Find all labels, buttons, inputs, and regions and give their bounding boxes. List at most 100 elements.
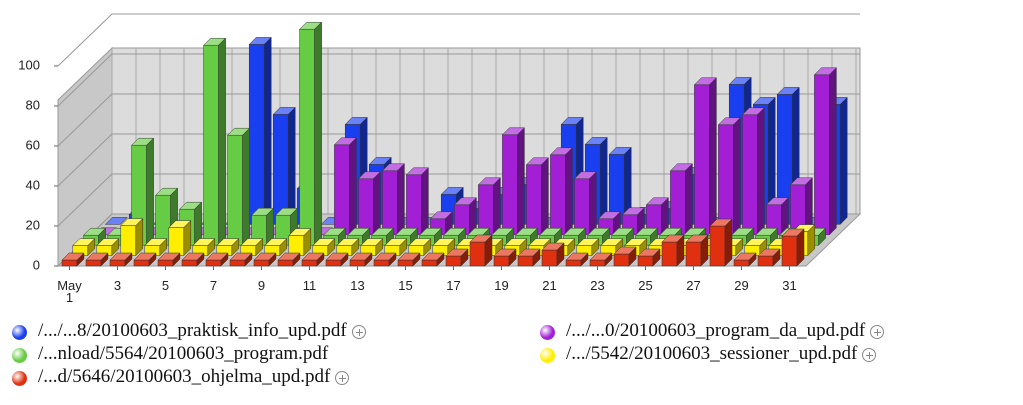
bar-side (469, 197, 477, 236)
bar (61, 252, 85, 267)
bar-front (358, 178, 374, 236)
legend-swatch (12, 371, 27, 386)
bar (384, 237, 408, 257)
bar (240, 237, 264, 257)
bar-front (272, 114, 289, 225)
bar (229, 252, 253, 267)
bar-front (203, 44, 219, 246)
bar-front (478, 184, 494, 236)
bar-front (550, 154, 566, 236)
bar-side (98, 227, 106, 246)
bar-front (613, 253, 630, 267)
bar (757, 248, 781, 267)
legend-label: /...nload/5564/20100603_program.pdf (38, 343, 329, 364)
bar-side (839, 96, 848, 226)
bar-side (207, 237, 216, 257)
x-tick-label: 23 (590, 278, 605, 293)
bar-side (530, 227, 538, 246)
bar (493, 248, 517, 267)
x-tick-label: 29 (734, 278, 749, 293)
bar-side (111, 237, 120, 257)
bar-front (288, 235, 305, 256)
bar-side (340, 252, 349, 267)
bar (85, 252, 109, 267)
bar-front (742, 114, 758, 236)
bar (312, 237, 336, 257)
bar-front (373, 259, 390, 267)
bar (733, 252, 757, 267)
bar-front (299, 28, 315, 246)
bar-front (229, 259, 246, 267)
legend-swatch (540, 325, 555, 340)
expand-icon[interactable] (870, 325, 884, 339)
bar (693, 77, 718, 236)
bar-side (484, 234, 493, 267)
expand-icon[interactable] (352, 325, 366, 339)
bar (120, 217, 144, 257)
bar-front (155, 194, 171, 246)
grid-line (57, 13, 860, 67)
expand-icon[interactable] (862, 348, 876, 362)
bar-side (517, 127, 525, 236)
bar-side (748, 252, 757, 267)
bar-front (517, 255, 534, 267)
bar (298, 21, 323, 246)
expand-icon[interactable] (335, 371, 349, 385)
bar-side (602, 227, 610, 246)
bar-front (85, 259, 102, 267)
bar-front (565, 259, 582, 267)
legend-swatch (540, 348, 555, 363)
bar (525, 157, 550, 236)
bar (549, 147, 574, 236)
bar (202, 37, 227, 246)
bar-side (661, 197, 669, 236)
grid-line (57, 133, 860, 187)
bar-side (495, 237, 504, 257)
bar (541, 242, 565, 267)
bar-front (227, 134, 243, 246)
bar-side (436, 252, 445, 267)
bar-side (829, 67, 837, 236)
bar-side (781, 197, 789, 236)
bar (717, 117, 742, 236)
bar (72, 237, 96, 257)
bar-side (818, 227, 826, 246)
bar-front (781, 235, 798, 267)
x-tick-label: 11 (302, 278, 317, 293)
legend-swatch (12, 325, 27, 340)
bar-side (532, 248, 541, 267)
bar (576, 237, 600, 257)
y-tick-label: 0 (33, 257, 40, 272)
bar-side (700, 234, 709, 267)
bar-front (421, 259, 438, 267)
bar (445, 248, 469, 267)
bar (333, 137, 358, 236)
bar-front (277, 259, 294, 267)
bar (661, 234, 685, 267)
bar (154, 187, 179, 246)
bar-side (599, 136, 608, 226)
bar-side (676, 234, 685, 267)
bar-side (421, 167, 429, 236)
bar (277, 252, 301, 267)
legend-label: /...d/5646/20100603_ohjelma_upd.pdf (38, 366, 331, 387)
bar-side (266, 207, 274, 246)
bar-front (526, 164, 542, 236)
bar-front (685, 241, 702, 267)
x-tick-label: 21 (542, 278, 557, 293)
bar (741, 107, 766, 236)
bar-side (388, 252, 397, 267)
bar-front (637, 255, 654, 267)
bar-side (76, 252, 85, 267)
bar (685, 234, 709, 267)
bar-side (733, 117, 741, 236)
bar-front (694, 84, 710, 236)
bar-front (397, 259, 414, 267)
bar (216, 237, 240, 257)
bar-side (364, 252, 373, 267)
bar-side (194, 201, 202, 246)
bar (669, 163, 694, 236)
x-tick-label: 31 (782, 278, 797, 293)
bar (192, 237, 216, 257)
bar-side (279, 237, 288, 257)
